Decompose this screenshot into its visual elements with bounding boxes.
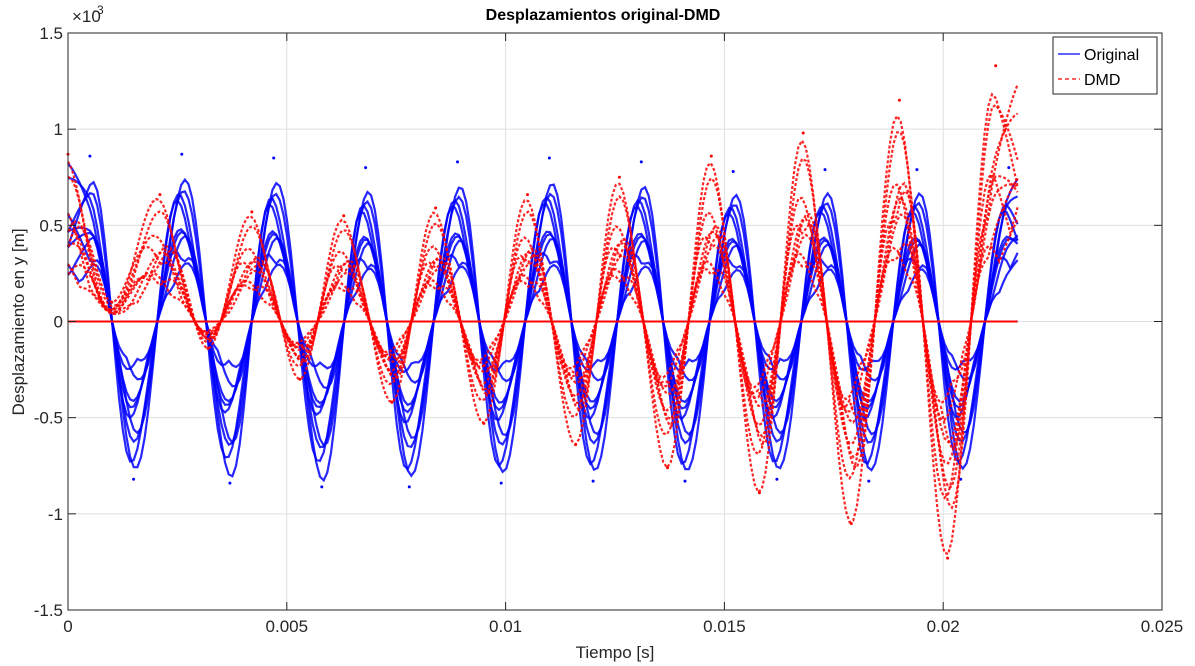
x-tick-label: 0.02 [927, 617, 960, 636]
series-peak-point [617, 175, 621, 179]
series-peak-point [132, 477, 136, 481]
series-peak-point [639, 160, 643, 164]
y-tick-label: 0.5 [39, 216, 63, 235]
series-peak-point [775, 477, 779, 481]
series-peak-point [206, 346, 210, 350]
x-tick-label: 0.015 [703, 617, 746, 636]
y-exponent-base: ×10 [72, 7, 101, 26]
x-tick-label: 0.01 [489, 617, 522, 636]
series-peak-point [1007, 166, 1011, 170]
series-peak-point [499, 481, 503, 485]
series-peak-point [666, 466, 669, 470]
series-peak-point [364, 166, 368, 170]
series-peak-point [434, 206, 438, 210]
series-peak-point [757, 491, 761, 495]
series-peak-point [959, 477, 963, 481]
series-peak-point [591, 479, 595, 483]
x-tick-label: 0.005 [266, 617, 309, 636]
series-line-original [67, 234, 1019, 414]
series-peak-point [915, 168, 919, 172]
series-peak-point [482, 421, 486, 425]
series-peak-point [823, 168, 827, 172]
series-peak-point [407, 485, 411, 489]
y-tick-label: -1 [48, 505, 63, 524]
series-peak-point [250, 210, 254, 214]
y-tick-label: 1.5 [39, 24, 63, 43]
series-peak-point [709, 154, 713, 158]
series-peak-point [849, 522, 853, 525]
series-peak-point [180, 152, 184, 156]
axis-ticks: 0 0.005 0.01 0.015 0.02 0.025 -1.5 -1 -0.5 0 0.5 1 1… [34, 24, 1184, 636]
legend-original-label: Original [1084, 47, 1139, 64]
series-peak-point [574, 443, 578, 447]
chart-title: Desplazamientos original-DMD [486, 7, 721, 24]
legend: Original DMD [1052, 36, 1158, 95]
series-line-dmd [67, 177, 1019, 465]
x-tick-label: 0 [63, 617, 72, 636]
series-peak-point [897, 98, 901, 102]
series-peak-point [547, 156, 551, 160]
series-peak-point [526, 193, 529, 197]
series-line-dmd [67, 219, 1019, 444]
series-peak-point [683, 479, 687, 483]
series-peak-point [320, 485, 324, 489]
y-axis-label: Desplazamiento en y [m] [9, 228, 28, 415]
y-exponent-power: -3 [93, 3, 104, 17]
x-tick-label: 0.025 [1141, 617, 1184, 636]
series-layer [66, 64, 1019, 560]
series-peak-point [110, 300, 114, 304]
series-line-original [67, 177, 1019, 448]
series-peak-point [731, 170, 735, 173]
series-peak-point [158, 193, 162, 197]
series-dmd [66, 64, 1019, 560]
y-tick-label: 0 [54, 313, 63, 332]
legend-dmd-label: DMD [1084, 72, 1120, 89]
y-tick-label: -1.5 [34, 601, 63, 620]
series-peak-point [456, 160, 459, 164]
y-tick-label: 1 [54, 120, 63, 139]
series-line-dmd [67, 175, 1019, 405]
series-peak-point [390, 400, 394, 404]
series-peak-point [801, 131, 805, 135]
series-peak-point [228, 481, 232, 485]
series-peak-point [994, 64, 998, 68]
series-peak-point [946, 556, 950, 560]
legend-box [1052, 36, 1158, 95]
y-tick-label: -0.5 [34, 409, 63, 428]
series-peak-point [88, 154, 92, 158]
series-peak-point [298, 377, 302, 381]
x-axis-label: Tiempo [s] [576, 643, 655, 662]
series-line-original [67, 226, 1019, 390]
series-peak-point [867, 479, 871, 483]
series-peak-point [272, 156, 276, 160]
series-peak-point [342, 214, 346, 218]
series-line-dmd [67, 112, 1019, 500]
